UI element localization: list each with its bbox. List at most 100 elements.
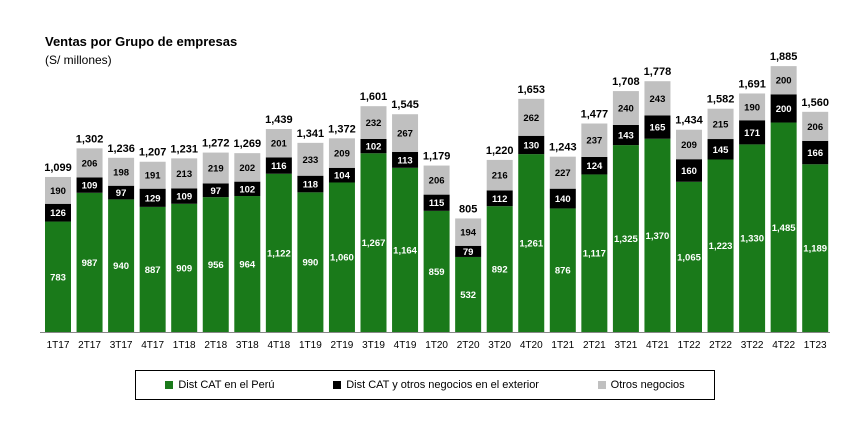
bar-segment [581, 174, 608, 332]
total-label: 1,231 [170, 143, 198, 155]
total-label: 1,207 [139, 147, 167, 159]
x-tick-label: 1T20 [425, 340, 448, 351]
x-tick-label: 1T22 [678, 340, 701, 351]
legend-label-exterior: Dist CAT y otros negocios en el exterior [346, 379, 539, 391]
bar-segment [549, 156, 576, 189]
segment-label: 190 [50, 186, 66, 197]
total-label: 805 [459, 203, 477, 215]
segment-label: 190 [744, 102, 760, 113]
x-tick-label: 3T20 [488, 340, 511, 351]
bar-segment [139, 206, 166, 332]
bar-segment [549, 208, 576, 332]
x-tick-label: 2T17 [78, 340, 101, 351]
bar-segment [802, 111, 829, 141]
total-label: 1,708 [612, 76, 640, 88]
segment-label: 940 [113, 261, 129, 272]
total-label: 1,341 [297, 128, 325, 140]
segment-label: 262 [523, 113, 539, 124]
x-tick-label: 1T19 [299, 340, 322, 351]
bar-segment [297, 175, 324, 193]
segment-label: 202 [239, 163, 255, 174]
total-label: 1,545 [391, 99, 419, 111]
total-label: 1,477 [581, 109, 609, 121]
segment-label: 1,261 [519, 239, 543, 250]
bar-segment [139, 161, 166, 189]
legend: Dist CAT en el Perú Dist CAT y otros neg… [135, 370, 715, 400]
bar-segment [328, 182, 355, 332]
segment-label: 909 [176, 263, 192, 274]
segment-label: 1,223 [709, 241, 733, 252]
segment-label: 171 [744, 128, 761, 139]
segment-label: 102 [239, 184, 255, 195]
stacked-bar-chart: 783 126 190 1,099 1T17 987 109 206 1,302 2T17 940 9… [40, 51, 830, 351]
x-tick-label: 1T21 [551, 340, 574, 351]
segment-label: 166 [807, 148, 823, 159]
bar-segment [707, 108, 734, 140]
bar-segment [455, 256, 482, 332]
bar-segment [423, 210, 450, 332]
bar-segment [360, 106, 387, 139]
bar-segment [644, 81, 671, 116]
segment-label: 126 [50, 208, 66, 219]
segment-label: 783 [50, 272, 66, 283]
bar-segment [328, 167, 355, 183]
segment-label: 1,060 [330, 253, 354, 264]
segment-label: 964 [239, 260, 256, 271]
bar-segment [202, 183, 229, 198]
legend-label-otros: Otros negocios [610, 379, 685, 391]
bar-segment [612, 91, 639, 125]
segment-label: 112 [492, 194, 507, 205]
total-label: 1,220 [486, 145, 514, 157]
bar-segment [45, 221, 71, 332]
bar-segment [676, 159, 702, 182]
x-tick-label: 4T21 [646, 340, 669, 351]
x-tick-label: 3T17 [110, 340, 133, 351]
bar-segment [707, 159, 734, 332]
x-tick-label: 3T18 [236, 340, 259, 351]
bar-segment [76, 148, 103, 178]
bar-segment [392, 167, 419, 332]
bar-segment [707, 139, 734, 160]
segment-label: 200 [776, 76, 792, 87]
bar-segment [45, 203, 71, 222]
bar-segment [802, 140, 829, 165]
x-tick-label: 3T22 [741, 340, 764, 351]
x-tick-label: 2T20 [457, 340, 480, 351]
segment-label: 1,189 [803, 244, 827, 255]
bar-segment [45, 176, 71, 204]
bar-segment [770, 122, 797, 333]
bar-segment [108, 185, 135, 200]
bar-segment [202, 197, 229, 332]
bar-segment [297, 142, 324, 176]
total-label: 1,778 [644, 66, 672, 78]
bar-segment [486, 159, 513, 191]
segment-label: 1,122 [267, 248, 291, 259]
segment-label: 1,330 [740, 234, 764, 245]
segment-label: 227 [555, 168, 571, 179]
segment-label: 956 [208, 260, 224, 271]
legend-swatch-otros [597, 381, 606, 389]
x-tick-label: 3T19 [362, 340, 385, 351]
bar-segment [549, 188, 576, 209]
bar-segment [171, 158, 198, 189]
segment-label: 232 [366, 118, 382, 129]
segment-label: 237 [586, 136, 602, 147]
segment-label: 206 [82, 158, 98, 169]
segment-label: 198 [113, 167, 129, 178]
x-tick-label: 1T23 [804, 340, 827, 351]
segment-label: 191 [145, 171, 162, 182]
bar-segment [455, 245, 482, 257]
total-label: 1,601 [360, 91, 388, 103]
x-tick-label: 2T18 [204, 340, 227, 351]
bar-segment [265, 173, 292, 332]
total-label: 1,439 [265, 114, 293, 126]
segment-label: 115 [429, 198, 445, 209]
bar-segment [518, 154, 545, 332]
bar-segment [76, 192, 103, 332]
bar-segment [644, 138, 671, 332]
total-label: 1,302 [76, 133, 104, 145]
segment-label: 216 [492, 171, 508, 182]
segment-label: 113 [397, 155, 412, 166]
segment-label: 213 [176, 169, 192, 180]
total-label: 1,099 [44, 162, 72, 174]
